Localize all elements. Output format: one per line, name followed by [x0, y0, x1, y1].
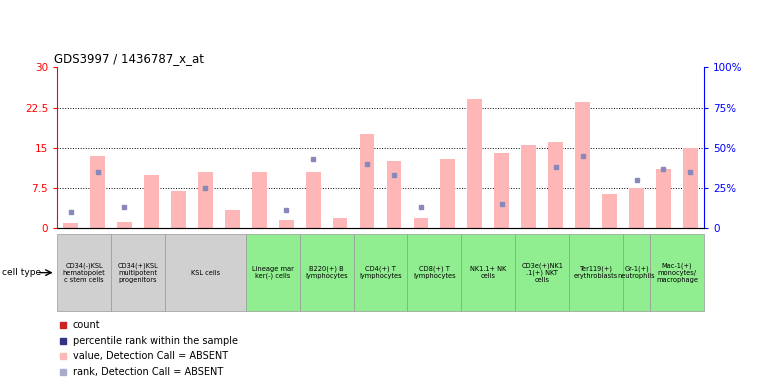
Text: CD34(+)KSL
multipotent
progenitors: CD34(+)KSL multipotent progenitors: [117, 262, 158, 283]
Bar: [90, 156, 105, 228]
Bar: [144, 175, 159, 228]
Bar: [461, 234, 515, 311]
Bar: [515, 234, 569, 311]
Text: cell type: cell type: [2, 268, 40, 277]
Text: CD8(+) T
lymphocytes: CD8(+) T lymphocytes: [413, 266, 456, 280]
Bar: [333, 218, 348, 228]
Text: Ter119(+)
erythroblasts: Ter119(+) erythroblasts: [574, 266, 618, 280]
Bar: [279, 220, 294, 228]
Text: CD3e(+)NK1
.1(+) NKT
cells: CD3e(+)NK1 .1(+) NKT cells: [521, 262, 563, 283]
Text: GDS3997 / 1436787_x_at: GDS3997 / 1436787_x_at: [54, 51, 204, 65]
Text: percentile rank within the sample: percentile rank within the sample: [72, 336, 237, 346]
Text: B220(+) B
lymphocytes: B220(+) B lymphocytes: [305, 266, 348, 280]
Bar: [569, 234, 623, 311]
Bar: [656, 169, 671, 228]
Text: Gr-1(+)
neutrophils: Gr-1(+) neutrophils: [618, 266, 655, 280]
Text: KSL cells: KSL cells: [191, 270, 220, 276]
Bar: [198, 172, 213, 228]
Bar: [387, 161, 401, 228]
Bar: [575, 102, 590, 228]
Bar: [300, 234, 354, 311]
Text: NK1.1+ NK
cells: NK1.1+ NK cells: [470, 266, 506, 279]
Bar: [171, 191, 186, 228]
Bar: [495, 153, 509, 228]
Text: count: count: [72, 320, 100, 330]
Bar: [683, 148, 698, 228]
Bar: [602, 194, 617, 228]
Text: CD4(+) T
lymphocytes: CD4(+) T lymphocytes: [359, 266, 402, 280]
Text: value, Detection Call = ABSENT: value, Detection Call = ABSENT: [72, 351, 228, 361]
Text: rank, Detection Call = ABSENT: rank, Detection Call = ABSENT: [72, 367, 223, 377]
Text: Lineage mar
ker(-) cells: Lineage mar ker(-) cells: [252, 266, 294, 280]
Bar: [117, 222, 132, 228]
Bar: [548, 142, 563, 228]
Bar: [57, 234, 111, 311]
Bar: [467, 99, 482, 228]
Bar: [252, 172, 266, 228]
Bar: [111, 234, 165, 311]
Bar: [413, 218, 428, 228]
Bar: [441, 159, 455, 228]
Text: CD34(-)KSL
hematopoiet
c stem cells: CD34(-)KSL hematopoiet c stem cells: [62, 262, 106, 283]
Bar: [360, 134, 374, 228]
Bar: [521, 145, 537, 228]
Bar: [306, 172, 320, 228]
Bar: [623, 234, 650, 311]
Bar: [224, 210, 240, 228]
Bar: [246, 234, 300, 311]
Bar: [650, 234, 704, 311]
Bar: [629, 188, 644, 228]
Text: Mac-1(+)
monocytes/
macrophage: Mac-1(+) monocytes/ macrophage: [656, 262, 698, 283]
Bar: [407, 234, 461, 311]
Bar: [63, 223, 78, 228]
Bar: [354, 234, 407, 311]
Bar: [165, 234, 246, 311]
